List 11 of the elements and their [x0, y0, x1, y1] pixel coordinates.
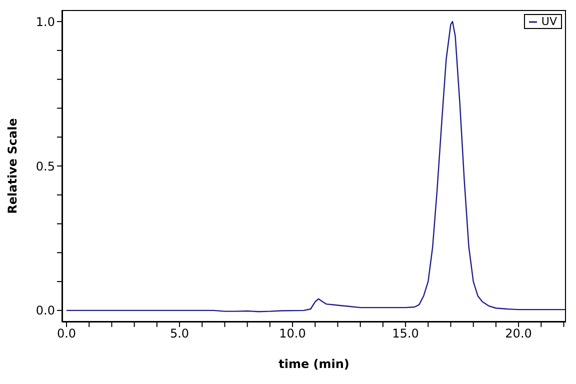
x-tick-label: 0.0 [56, 326, 76, 341]
x-tick-label: 10.0 [279, 326, 306, 341]
y-tick-label: 0.0 [36, 304, 55, 318]
x-tick-label: 20.0 [505, 326, 532, 341]
x-axis-title: time (min) [278, 357, 350, 371]
x-tick-label: 5.0 [170, 326, 190, 341]
legend-label: UV [541, 15, 557, 28]
x-tick-label: 15.0 [392, 326, 419, 341]
y-tick-label: 1.0 [36, 14, 55, 29]
y-tick-label: 0.5 [36, 159, 55, 174]
y-axis-title: Relative Scale [5, 118, 20, 214]
